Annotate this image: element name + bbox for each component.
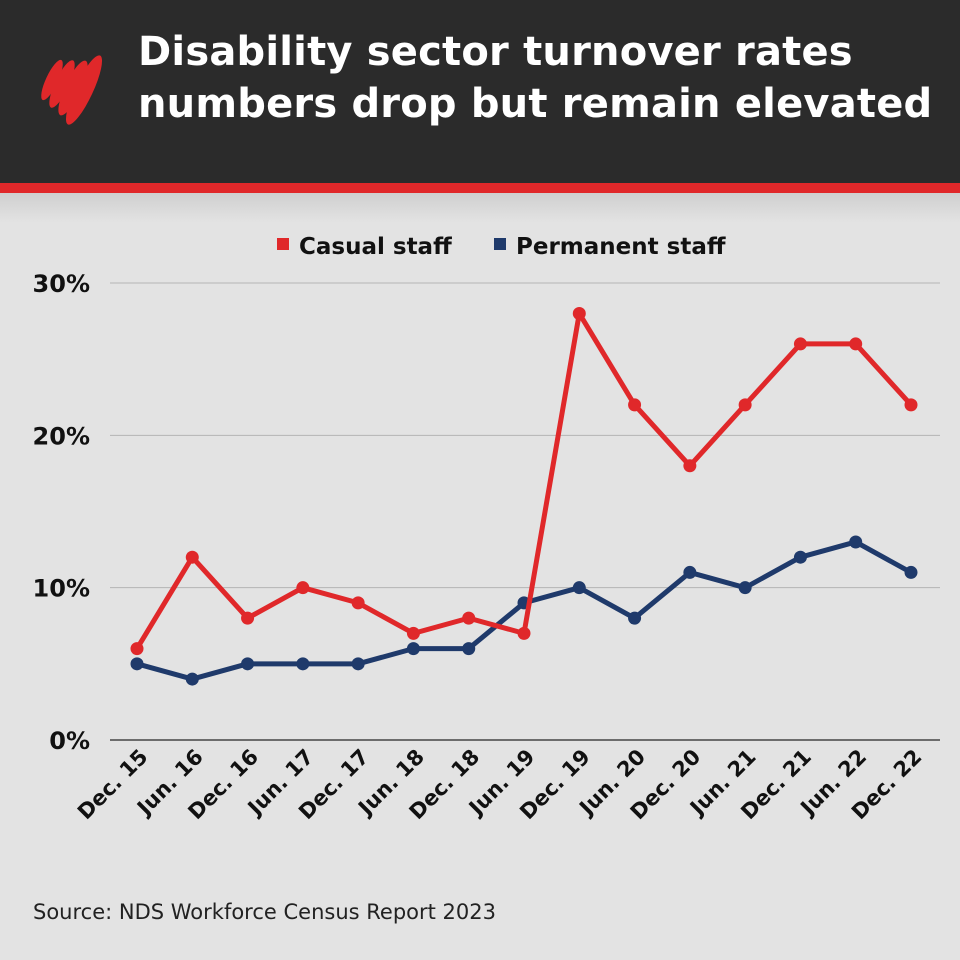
data-point [462,642,476,656]
header-shadow [0,193,960,223]
data-point [904,398,918,412]
data-point [683,459,697,473]
sbs-logo-icon [41,55,103,125]
header-stripe [0,183,960,193]
data-point [296,657,310,671]
data-point [517,626,531,640]
page-title: Disability sector turnover rates numbers… [138,26,932,130]
y-tick-label: 0% [49,727,90,755]
legend-label-permanent: Permanent staff [516,234,726,260]
title-line-1: Disability sector turnover rates [138,29,853,75]
data-point [406,642,420,656]
data-point [738,398,752,412]
data-point [628,398,642,412]
data-point [185,550,199,564]
legend-marker-casual [277,238,289,250]
y-tick-label: 10% [33,575,90,603]
data-point [241,657,255,671]
source-note: Source: NDS Workforce Census Report 2023 [33,900,496,924]
legend-marker-permanent [494,238,506,250]
data-point [738,581,752,595]
y-tick-label: 20% [33,422,90,450]
data-point [185,672,199,686]
data-point [241,611,255,625]
data-point [130,657,144,671]
series-line-permanent-staff [136,539,913,682]
legend: Casual staff Permanent staff [277,234,726,260]
data-point [351,657,365,671]
y-tick-label: 30% [33,270,90,298]
data-point [406,626,420,640]
data-point [793,550,807,564]
x-tick-label: Dec. 15 [73,745,153,825]
data-point [683,565,697,579]
data-point [351,596,365,610]
header-bar [0,0,960,183]
data-point [572,581,586,595]
data-point [462,611,476,625]
data-point [130,642,144,656]
data-point [849,535,863,549]
data-point [849,337,863,351]
data-point [628,611,642,625]
data-point [904,565,918,579]
data-point [296,581,310,595]
title-line-2: numbers drop but remain elevated [138,81,933,127]
data-point [572,306,586,320]
data-point [793,337,807,351]
legend-label-casual: Casual staff [299,234,452,260]
